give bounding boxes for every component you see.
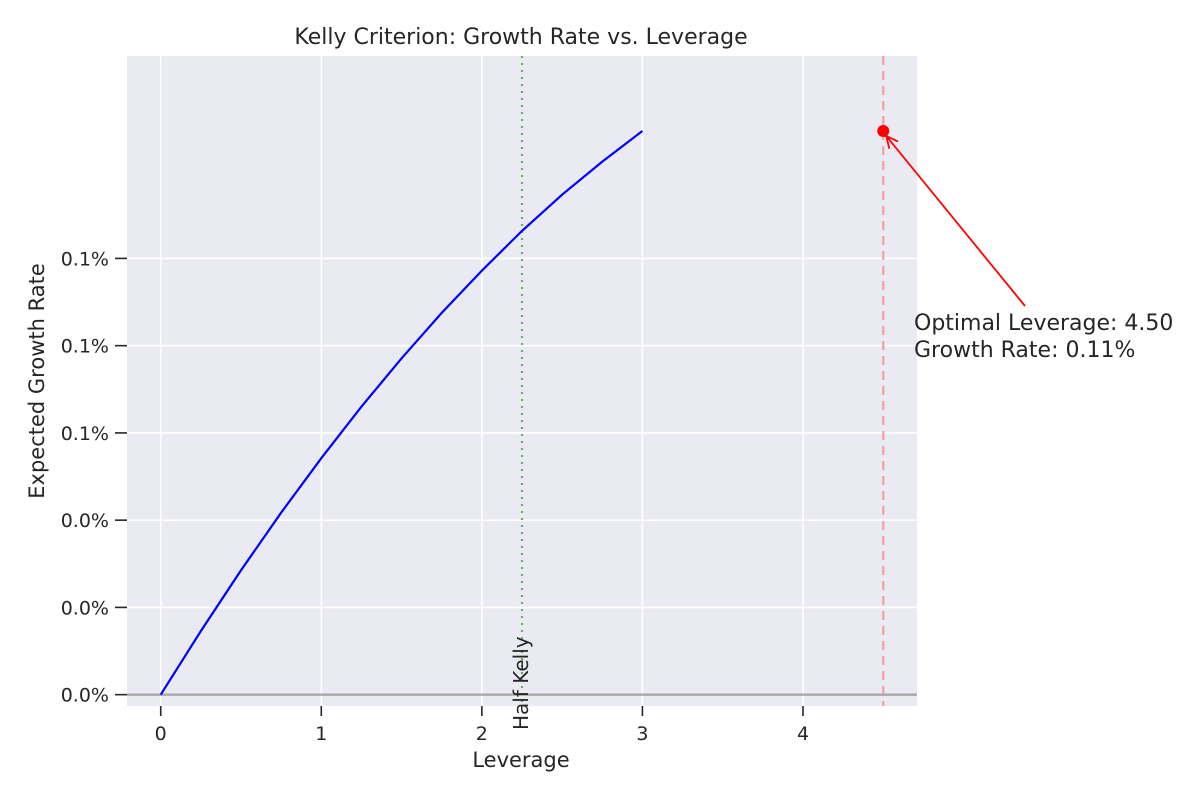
reference-lines <box>127 56 917 706</box>
x-tick-label: 0 <box>155 723 167 745</box>
y-tick-label: 0.1% <box>61 423 109 445</box>
x-tick-label: 1 <box>315 723 327 745</box>
x-tick-label: 4 <box>797 723 809 745</box>
x-tick-label: 2 <box>476 723 488 745</box>
x-tick-label: 3 <box>636 723 648 745</box>
growth-rate-curve <box>159 130 644 696</box>
annotation-text-line: Growth Rate: 0.11% <box>914 338 1135 363</box>
chart-title: Kelly Criterion: Growth Rate vs. Leverag… <box>294 25 747 50</box>
y-ticks: 0.0% 0.0% 0.0% 0.1% 0.1% 0.1% <box>61 248 127 707</box>
x-grid <box>159 56 804 706</box>
annotation-arrow <box>885 135 1026 307</box>
x-ticks: 0 1 2 3 4 <box>155 706 809 745</box>
optimal-point-marker <box>877 125 890 138</box>
y-tick-label: 0.1% <box>61 336 109 358</box>
plot-area <box>127 56 917 706</box>
y-tick-label: 0.0% <box>61 685 109 707</box>
annotation-text-line: Optimal Leverage: 4.50 <box>914 311 1173 336</box>
y-tick-label: 0.0% <box>61 597 109 619</box>
y-axis-label: Expected Growth Rate <box>25 263 49 499</box>
half-kelly-label: Half Kelly <box>509 636 533 730</box>
y-tick-label: 0.1% <box>61 248 109 270</box>
y-tick-label: 0.0% <box>61 510 109 532</box>
x-axis-label: Leverage <box>472 748 569 772</box>
